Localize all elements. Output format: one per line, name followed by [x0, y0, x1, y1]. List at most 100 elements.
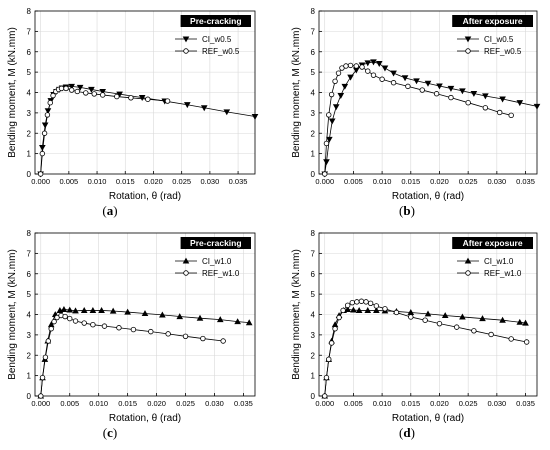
data-point [44, 112, 51, 118]
series-REF_w1.0 [322, 298, 530, 399]
data-point [424, 80, 432, 87]
data-point [323, 140, 330, 147]
data-point [41, 122, 49, 129]
data-point [138, 95, 146, 102]
x-tick-label: 0.000 [315, 177, 334, 186]
y-tick-label: 6 [311, 270, 316, 279]
series-REF_w0.5 [322, 62, 514, 177]
x-tick-label: 0.035 [234, 399, 253, 408]
condition-tag-box [180, 237, 251, 249]
data-point [76, 84, 84, 91]
data-point [358, 298, 365, 304]
data-point [220, 338, 226, 344]
condition-tag: Pre-cracking [180, 15, 251, 27]
x-tick-label: 0.020 [147, 399, 166, 408]
condition-tag: Pre-cracking [180, 237, 251, 249]
condition-tag: After exposure [452, 15, 533, 27]
data-point [322, 393, 328, 399]
x-axis-label: Rotation, θ (rad) [109, 191, 181, 202]
legend-label: CI_w0.5 [202, 35, 232, 44]
data-point [124, 308, 131, 315]
series-line [40, 309, 250, 397]
data-point [363, 299, 369, 305]
x-axis-label: Rotation, θ (rad) [392, 191, 464, 202]
x-tick-label: 0.020 [430, 177, 449, 186]
data-point [37, 171, 44, 177]
condition-tag-box [180, 15, 251, 27]
y-tick-label: 8 [27, 7, 32, 16]
x-tick-label: 0.005 [59, 177, 78, 186]
data-point [200, 335, 206, 342]
data-point [81, 320, 87, 326]
y-tick-label: 0 [311, 170, 316, 179]
legend-marker [464, 36, 472, 43]
y-tick-label: 7 [27, 249, 32, 258]
x-tick-label: 0.005 [344, 177, 363, 186]
data-point [370, 72, 377, 78]
data-point [74, 88, 81, 95]
y-tick-label: 0 [27, 392, 32, 401]
y-axis-label: Bending moment, M (kN.mm) [291, 249, 302, 380]
x-tick-label: 0.020 [144, 177, 163, 186]
y-tick-label: 1 [311, 372, 316, 381]
y-tick-label: 3 [27, 331, 32, 340]
data-point [38, 393, 44, 399]
condition-tag-text: Pre-cracking [190, 238, 242, 248]
condition-tag-box [452, 237, 533, 249]
y-tick-label: 3 [311, 331, 316, 340]
y-tick-label: 4 [311, 311, 316, 320]
data-point [350, 306, 357, 313]
series-REF_w0.5 [37, 85, 171, 177]
data-point [379, 76, 385, 82]
data-point [67, 315, 73, 322]
data-point [499, 316, 506, 323]
y-tick-label: 0 [311, 392, 316, 401]
data-point [332, 104, 340, 111]
data-point [401, 75, 409, 82]
data-point [332, 326, 338, 332]
legend-marker [183, 48, 189, 54]
legend: CI_w1.0 REF_w1.0 [175, 257, 240, 278]
data-point [482, 93, 489, 100]
data-point [328, 118, 336, 125]
data-point [223, 109, 231, 116]
data-point [332, 78, 338, 84]
data-point [99, 88, 107, 95]
legend-marker [464, 257, 472, 264]
data-point [408, 314, 414, 320]
condition-tag-box [452, 15, 533, 27]
y-tick-label: 4 [27, 311, 32, 320]
y-tick-label: 2 [311, 129, 316, 138]
legend-label: REF_w0.5 [202, 47, 240, 56]
data-point [344, 305, 351, 312]
data-point [336, 314, 342, 321]
x-tick-label: 0.000 [315, 399, 334, 408]
x-tick-label: 0.015 [118, 399, 137, 408]
data-point [182, 333, 189, 340]
y-tick-label: 2 [27, 351, 32, 360]
data-point [114, 93, 120, 100]
x-tick-label: 0.035 [229, 177, 248, 186]
x-axis-label: Rotation, θ (rad) [392, 413, 464, 424]
legend: CI_w1.0 REF_w1.0 [457, 257, 522, 278]
chart-panel-b: 0 1 2 3 4 5 6 7 8 0.000 0.005 0.010 0.015 0.020 0.025 0… [291, 7, 541, 202]
data-point [60, 305, 68, 312]
data-point [141, 310, 149, 317]
data-point [465, 99, 471, 106]
data-point [419, 87, 425, 93]
y-tick-label: 4 [311, 89, 316, 98]
data-point [51, 318, 57, 325]
data-point [470, 90, 478, 97]
data-point [459, 88, 466, 95]
y-tick-label: 1 [27, 372, 32, 381]
chart-panel-c: 0 1 2 3 4 5 6 7 8 0.000 0.005 0.010 0.015 0.020 0.025 0… [7, 229, 256, 424]
data-point [499, 96, 506, 103]
x-tick-label: 0.015 [401, 177, 420, 186]
data-point [216, 316, 224, 323]
data-point [328, 340, 335, 346]
data-point [482, 105, 489, 111]
x-tick-label: 0.035 [516, 177, 535, 186]
data-point [335, 70, 342, 76]
data-point [326, 136, 333, 143]
